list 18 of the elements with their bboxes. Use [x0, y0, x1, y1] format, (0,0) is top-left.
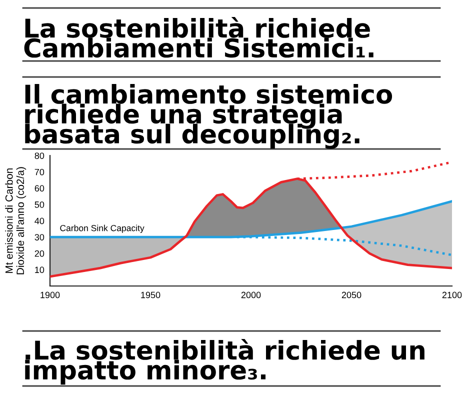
y-tick-label: 70 [34, 168, 44, 176]
y-tick-label: 80 [34, 152, 44, 159]
x-tick-label: 2000 [241, 292, 261, 298]
y-axis-title: Mt emissioni di Carbon Dioxide all'anno (co2/a) [5, 167, 26, 274]
y-tick-label: 60 [34, 185, 44, 192]
chart-title: La sostenibilità richiede Cambiamenti Sistemici₁. [24, 16, 374, 58]
x-tick-label: 2050 [342, 292, 362, 298]
y-tick-label: 10 [35, 266, 44, 274]
y-tick-label: 50 [34, 201, 44, 208]
y-tick-label: 30 [34, 234, 44, 240]
y-tick-label: 40 [34, 218, 44, 224]
x-tick-label: 1900 [40, 292, 60, 298]
x-tick-label: 1950 [141, 292, 160, 298]
text: .La sostenibilità richiede un impatto minore₃. [25, 338, 424, 385]
series-label: Carbon Sink Capacity [60, 224, 144, 233]
y-tick-label: 20 [34, 250, 44, 257]
chart-subtitle: Il cambiamento sistemico richiede una strategia basata sul decoupling₂. [25, 84, 392, 149]
x-tick-label: 2100 [442, 292, 462, 298]
